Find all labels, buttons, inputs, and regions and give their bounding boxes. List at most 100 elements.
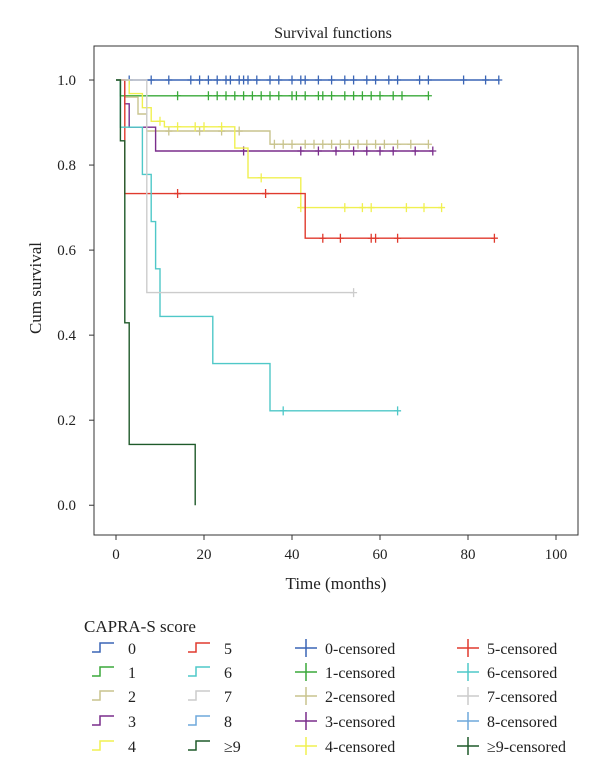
- legend-step-symbol-2: [92, 690, 114, 701]
- survival-curves: [116, 75, 503, 506]
- legend: 0 1 2 3 4 5 6 7 8 ≥9 0-censored 1-censored 2-censore…: [92, 639, 566, 756]
- legend-label-1: 1: [128, 665, 136, 682]
- legend-step-symbol-0: [92, 642, 114, 653]
- survival-curve-4: [116, 79, 442, 209]
- legend-label-8: 8: [224, 714, 232, 731]
- y-tick-label: 0.2: [57, 413, 76, 429]
- censored-mark-4: [367, 203, 375, 213]
- censored-mark-1: [275, 91, 283, 101]
- censored-mark-1: [213, 91, 221, 101]
- legend-label-3: 3: [128, 714, 136, 731]
- plot-area: [93, 45, 579, 536]
- censored-mark-0: [213, 75, 221, 85]
- censored-mark-0: [372, 75, 380, 85]
- axis-ticks: 0 20 40 60 80 100 0.0 0.2 0.4 0.6 0.8 1.0: [57, 73, 567, 563]
- censored-mark-1: [389, 91, 397, 101]
- censored-mark-1: [248, 91, 256, 101]
- censored-mark-2: [310, 139, 318, 149]
- legend-censored-label-7: 7-censored: [487, 689, 557, 706]
- legend-label-4: 4: [128, 739, 136, 756]
- censored-mark-1: [266, 91, 274, 101]
- censored-mark-5: [336, 233, 344, 243]
- censored-mark-0: [275, 75, 283, 85]
- censored-mark-4: [174, 122, 182, 132]
- censored-mark-0: [363, 75, 371, 85]
- legend-censored-label-8: 8-censored: [487, 714, 557, 731]
- x-tick-label: 60: [373, 547, 388, 563]
- censored-mark-5: [174, 189, 182, 199]
- censored-mark-1: [424, 91, 432, 101]
- censored-mark-3: [363, 146, 371, 156]
- censored-mark-4: [156, 116, 164, 126]
- censored-mark-4: [257, 173, 265, 183]
- y-tick-label: 1.0: [57, 73, 76, 89]
- censored-mark-2: [270, 139, 278, 149]
- chart-title: Survival functions: [274, 25, 392, 42]
- legend-censored-symbol-6: [457, 663, 479, 681]
- censored-mark-2: [196, 126, 204, 136]
- legend-label-7: 7: [224, 689, 232, 706]
- censored-mark-2: [319, 139, 327, 149]
- censored-mark-4: [341, 203, 349, 213]
- censored-mark-0: [341, 75, 349, 85]
- censored-mark-2: [288, 139, 296, 149]
- censored-mark-0: [350, 75, 358, 85]
- censored-mark-2: [354, 139, 362, 149]
- censored-mark-0: [244, 75, 252, 85]
- survival-curve-2: [116, 79, 429, 145]
- survival-curve-≥9: [116, 79, 196, 506]
- legend-censored-label-4: 4-censored: [325, 739, 395, 756]
- censored-mark-1: [301, 91, 309, 101]
- censored-mark-0: [301, 75, 309, 85]
- legend-censored-symbol-7: [457, 687, 479, 705]
- legend-censored-symbol-4: [295, 737, 317, 755]
- legend-label-≥9: ≥9: [224, 739, 241, 756]
- censored-mark-4: [218, 122, 226, 132]
- legend-censored-symbol-3: [295, 712, 317, 730]
- censored-mark-1: [231, 91, 239, 101]
- censored-mark-3: [376, 146, 384, 156]
- censored-mark-3: [297, 146, 305, 156]
- legend-step-symbol-8: [188, 715, 210, 726]
- legend-censored-label-0: 0-censored: [325, 641, 395, 658]
- censored-mark-4: [200, 122, 208, 132]
- censored-mark-1: [222, 91, 230, 101]
- censored-mark-1: [376, 91, 384, 101]
- censored-mark-0: [288, 75, 296, 85]
- censored-mark-2: [165, 126, 173, 136]
- legend-step-symbol-4: [92, 740, 114, 751]
- legend-step-symbol-1: [92, 666, 114, 677]
- censored-mark-1: [341, 91, 349, 101]
- censored-mark-1: [367, 91, 375, 101]
- plot-border: [93, 45, 579, 536]
- censored-mark-0: [416, 75, 424, 85]
- censored-mark-3: [389, 146, 397, 156]
- legend-step-symbol-3: [92, 715, 114, 726]
- censored-mark-0: [328, 75, 336, 85]
- legend-step-symbol-5: [188, 642, 210, 653]
- censored-mark-4: [420, 203, 428, 213]
- legend-title: CAPRA-S score: [84, 617, 196, 636]
- survival-curve-7: [116, 79, 354, 294]
- censored-mark-0: [226, 75, 234, 85]
- censored-mark-0: [495, 75, 503, 85]
- censored-mark-1: [319, 91, 327, 101]
- censored-mark-4: [191, 122, 199, 132]
- censored-mark-2: [394, 139, 402, 149]
- y-tick-label: 0.6: [57, 243, 76, 259]
- censored-mark-0: [424, 75, 432, 85]
- censored-mark-5: [490, 233, 498, 243]
- censored-mark-1: [350, 91, 358, 101]
- legend-censored-label-6: 6-censored: [487, 665, 557, 682]
- censored-mark-2: [407, 139, 415, 149]
- y-axis-label: Cum survival: [26, 242, 45, 334]
- legend-label-0: 0: [128, 641, 136, 658]
- x-tick-label: 0: [112, 547, 120, 563]
- censored-mark-0: [204, 75, 212, 85]
- legend-label-2: 2: [128, 689, 136, 706]
- censored-mark-2: [424, 139, 432, 149]
- legend-label-5: 5: [224, 641, 232, 658]
- censored-mark-1: [204, 91, 212, 101]
- censored-mark-2: [328, 139, 336, 149]
